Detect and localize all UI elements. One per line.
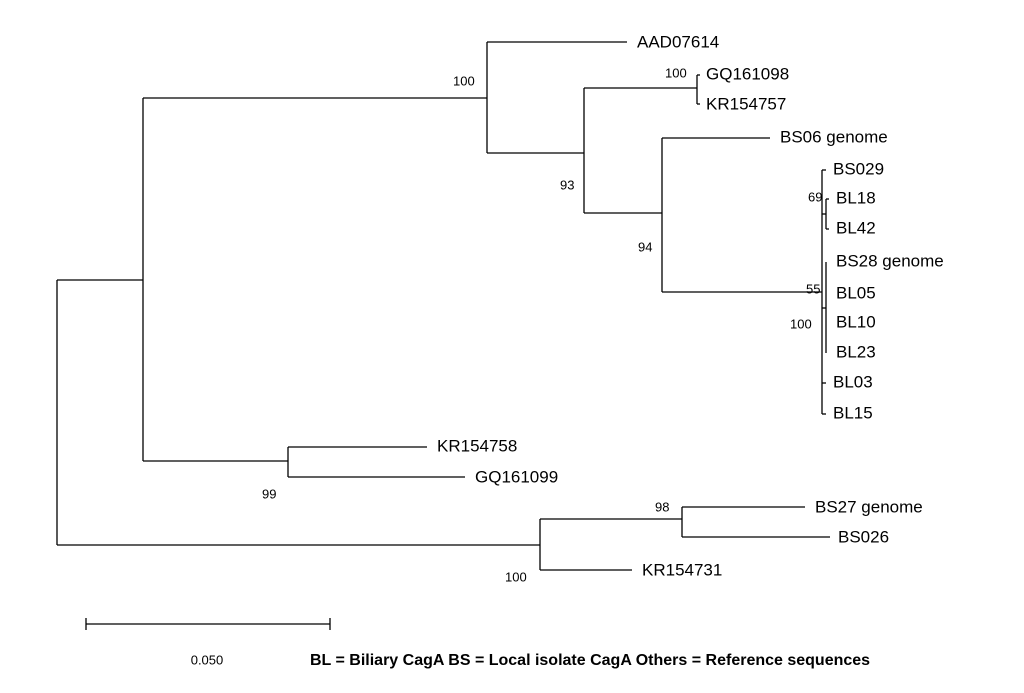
leaf-label: KR154757: [706, 94, 786, 113]
scale-label: 0.050: [191, 652, 224, 667]
leaf-label: BL23: [836, 342, 876, 361]
leaf-label: BL05: [836, 283, 876, 302]
leaf-label: GQ161099: [475, 467, 558, 486]
bootstrap-value: 94: [638, 239, 652, 254]
branches: [56, 41, 830, 571]
leaf-label: BS029: [833, 159, 884, 178]
leaf-label: BS026: [838, 527, 889, 546]
leaf-label: KR154758: [437, 436, 517, 455]
leaf-label: AAD07614: [637, 32, 719, 51]
bootstrap-value: 100: [505, 569, 527, 584]
bootstrap-value: 99: [262, 486, 276, 501]
bootstrap-value: 69: [808, 189, 822, 204]
scale-bar: [85, 618, 331, 630]
leaf-label: BL03: [833, 372, 873, 391]
leaf-label: BL10: [836, 312, 876, 331]
bootstrap-value: 93: [560, 177, 574, 192]
bootstrap-value: 100: [665, 65, 687, 80]
bootstrap-value: 98: [655, 499, 669, 514]
legend: BL = Biliary CagA BS = Local isolate Cag…: [310, 652, 870, 669]
leaf-label: BL15: [833, 403, 873, 422]
leaf-label: BL18: [836, 188, 876, 207]
leaf-label: BS06 genome: [780, 127, 888, 146]
bootstrap-value: 100: [790, 316, 812, 331]
leaf-label: BS28 genome: [836, 251, 944, 270]
leaf-label: BS27 genome: [815, 497, 923, 516]
leaf-label: GQ161098: [706, 64, 789, 83]
bootstrap-value: 100: [453, 73, 475, 88]
leaf-label: KR154731: [642, 560, 722, 579]
bootstrap-value: 55: [806, 281, 820, 296]
leaf-label: BL42: [836, 218, 876, 237]
